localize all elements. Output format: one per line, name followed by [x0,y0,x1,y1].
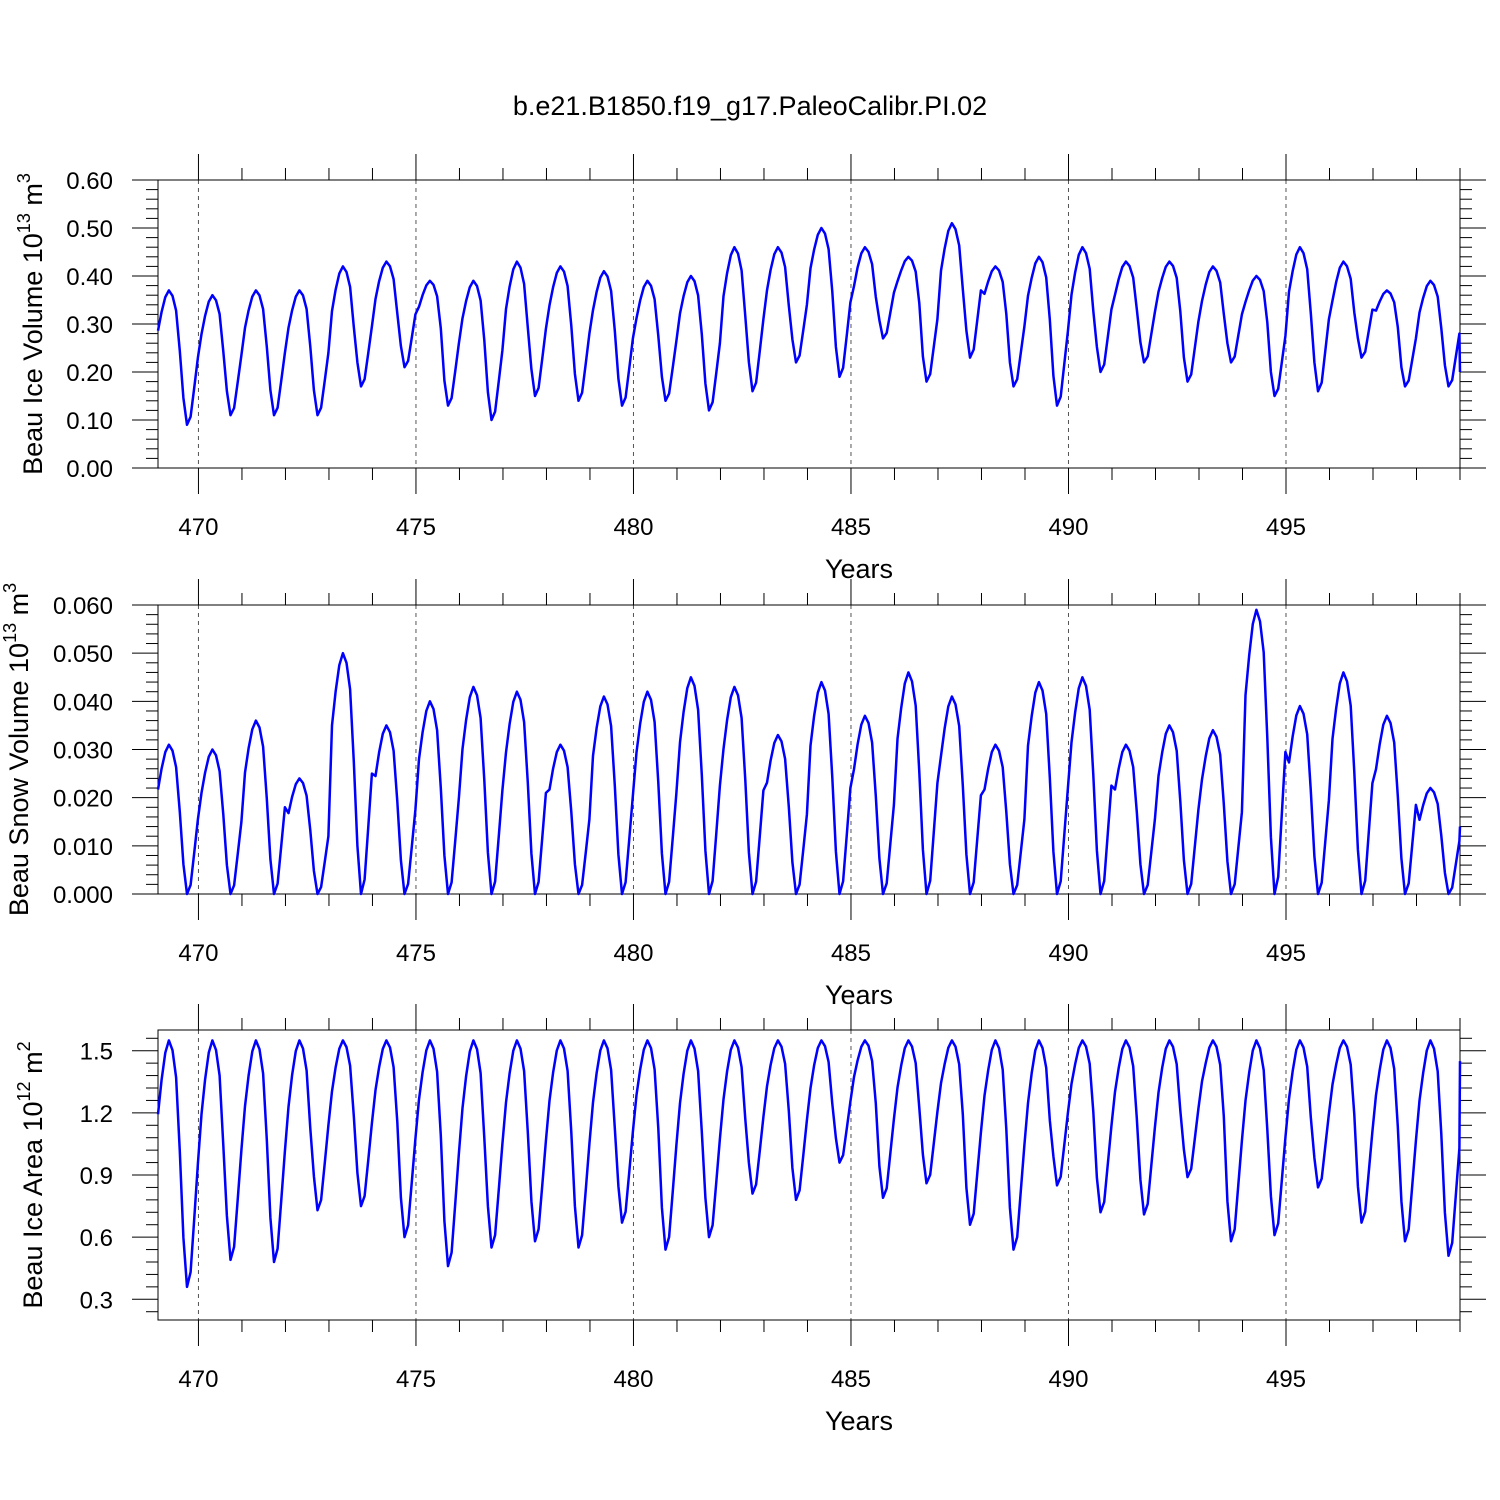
plot-frame [157,1029,1461,1321]
panels: 470 475 480 485 490 495 0.00 0.10 0.20 0.30 0.40 0.… [0,154,1486,1436]
x-tick-label: 475 [396,514,436,541]
x-tick-label: 485 [831,940,871,967]
y-tick-label: 1.5 [80,1039,113,1066]
y-tick-label: 0.30 [66,312,113,339]
y-tick-label: 0.00 [66,456,113,483]
plot-frame [157,179,1461,469]
x-tick-label: 495 [1266,940,1306,967]
series-line [156,221,1462,427]
plot-frame [157,604,1461,895]
x-tick-label: 470 [178,1366,218,1393]
x-tick-label: 475 [396,1366,436,1393]
y-tick-label: 0.3 [80,1287,113,1314]
y-tick-label: 0.60 [66,168,113,195]
y-axis-title: Beau Ice Volume 1013 m3 [14,173,48,475]
y-tick-label: 0.20 [66,360,113,387]
y-axis-title: Beau Ice Area 1012 m2 [14,1041,48,1308]
y-tick-label: 0.020 [53,786,113,813]
series-line [156,608,1462,896]
x-tick-label: 470 [178,940,218,967]
y-tick-label: 1.2 [80,1101,113,1128]
y-tick-label: 0.010 [53,834,113,861]
x-tick-label: 475 [396,940,436,967]
x-tick-label: 470 [178,514,218,541]
x-tick-label: 480 [613,940,653,967]
x-tick-label: 480 [613,514,653,541]
panel-1: 470 475 480 485 490 495 0.00 0.10 0.20 0.30 0.40 0.… [14,154,1486,584]
y-tick-label: 0.050 [53,641,113,668]
x-axis-title: Years [825,1406,893,1436]
chart-title: b.e21.B1850.f19_g17.PaleoCalibr.PI.02 [513,91,987,121]
x-tick-label: 490 [1048,1366,1088,1393]
y-tick-label: 0.6 [80,1225,113,1252]
series-line [156,1039,1462,1289]
x-tick-label: 480 [613,1366,653,1393]
y-tick-label: 0.060 [53,593,113,620]
x-tick-label: 495 [1266,1366,1306,1393]
y-tick-label: 0.030 [53,738,113,765]
x-axis-title: Years [825,554,893,584]
y-axis-title: Beau Snow Volume 1013 m3 [0,583,34,916]
x-tick-label: 490 [1048,940,1088,967]
x-tick-label: 485 [831,1366,871,1393]
y-tick-label: 0.040 [53,689,113,716]
y-tick-label: 0.40 [66,264,113,291]
x-axis-title: Years [825,980,893,1010]
x-tick-label: 490 [1048,514,1088,541]
x-tick-label: 485 [831,514,871,541]
panel-3: 470 475 480 485 490 495 0.3 0.6 0.9 1.2 1.5 Years Be… [14,1004,1486,1436]
y-tick-label: 0.000 [53,882,113,909]
y-tick-label: 0.50 [66,216,113,243]
y-tick-label: 0.10 [66,408,113,435]
y-tick-label: 0.9 [80,1163,113,1190]
x-tick-label: 495 [1266,514,1306,541]
panel-2: 470 475 480 485 490 495 0.000 0.010 0.020 0.030 0.… [0,579,1486,1010]
